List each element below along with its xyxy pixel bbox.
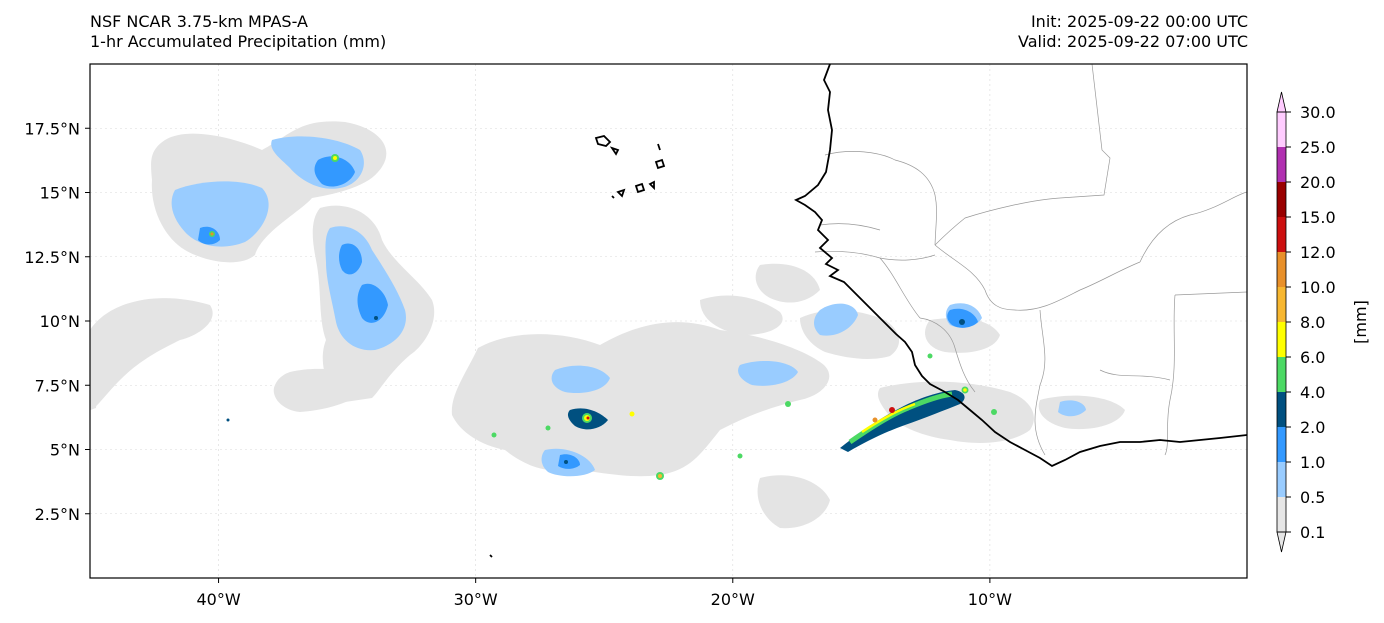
init-time: Init: 2025-09-22 00:00 UTC bbox=[1030, 12, 1248, 31]
colorbar-tick-label: 30.0 bbox=[1300, 103, 1336, 122]
lat-tick-label: 17.5°N bbox=[24, 119, 80, 138]
colorbar-tick-label: 4.0 bbox=[1300, 383, 1325, 402]
precip-medium-blue bbox=[198, 156, 978, 469]
colorbar-band bbox=[1277, 462, 1286, 497]
lat-tick-label: 12.5°N bbox=[24, 248, 80, 267]
model-name: NSF NCAR 3.75-km MPAS-A bbox=[90, 12, 308, 31]
precip-intense-cores bbox=[209, 154, 997, 480]
valid-time: Valid: 2025-09-22 07:00 UTC bbox=[1017, 32, 1248, 51]
map-frame bbox=[89, 63, 1248, 579]
gridlines bbox=[90, 64, 1247, 578]
colorbar-tick-label: 1.0 bbox=[1300, 453, 1325, 472]
lon-tick-label: 20°W bbox=[711, 590, 755, 609]
colorbar-band bbox=[1277, 322, 1286, 357]
colorbar-tick-label: 15.0 bbox=[1300, 208, 1336, 227]
lat-tick-label: 7.5°N bbox=[35, 376, 80, 395]
colorbar-band bbox=[1277, 147, 1286, 182]
colorbar-tick-label: 6.0 bbox=[1300, 348, 1325, 367]
colorbar-band bbox=[1277, 182, 1286, 217]
colorbar-band bbox=[1277, 217, 1286, 252]
colorbar-band bbox=[1277, 427, 1286, 462]
colorbar-tick-label: 10.0 bbox=[1300, 278, 1336, 297]
colorbar-band bbox=[1277, 112, 1286, 147]
colorbar-tick-label: 12.0 bbox=[1300, 243, 1336, 262]
colorbar-extend-high bbox=[1276, 91, 1287, 113]
colorbar-band bbox=[1277, 252, 1286, 287]
country-borders bbox=[814, 64, 1247, 456]
colorbar-band bbox=[1277, 497, 1286, 532]
colorbar-tick-label: 8.0 bbox=[1300, 313, 1325, 332]
colorbar-unit-label: [mm] bbox=[1351, 300, 1370, 344]
lon-tick-label: 10°W bbox=[968, 590, 1012, 609]
colorbar-band bbox=[1277, 287, 1286, 322]
colorbar-extend-low bbox=[1276, 531, 1287, 553]
latitude-axis: 17.5°N 15°N 12.5°N 10°N 7.5°N 5°N 2.5°N bbox=[24, 119, 90, 524]
map-plot-area bbox=[90, 64, 1247, 578]
lon-tick-label: 30°W bbox=[454, 590, 498, 609]
colorbar-tick-label: 25.0 bbox=[1300, 138, 1336, 157]
field-name: 1-hr Accumulated Precipitation (mm) bbox=[90, 32, 387, 51]
lat-tick-label: 15°N bbox=[40, 184, 80, 203]
colorbar-tick-label: 20.0 bbox=[1300, 173, 1336, 192]
longitude-axis: 40°W 30°W 20°W 10°W bbox=[196, 578, 1012, 609]
lat-tick-label: 5°N bbox=[50, 441, 80, 460]
map-title-left: NSF NCAR 3.75-km MPAS-A 1-hr Accumulated… bbox=[90, 12, 386, 52]
lat-tick-label: 2.5°N bbox=[35, 505, 80, 524]
colorbar-tick-label: 0.1 bbox=[1300, 523, 1325, 542]
colorbar-tick-label: 0.5 bbox=[1300, 488, 1325, 507]
lon-tick-label: 40°W bbox=[196, 590, 240, 609]
colorbar-band bbox=[1277, 357, 1286, 392]
colorbar-tick-label: 2.0 bbox=[1300, 418, 1325, 437]
colorbar: 0.1 0.5 1.0 2.0 4.0 6.0 8.0 10.0 12.0 15.0 20.0 25.… bbox=[1276, 91, 1336, 553]
lat-tick-label: 10°N bbox=[40, 312, 80, 331]
map-title-right: Init: 2025-09-22 00:00 UTC Valid: 2025-0… bbox=[1018, 12, 1248, 52]
colorbar-band bbox=[1277, 392, 1286, 427]
coastline bbox=[489, 64, 1247, 558]
